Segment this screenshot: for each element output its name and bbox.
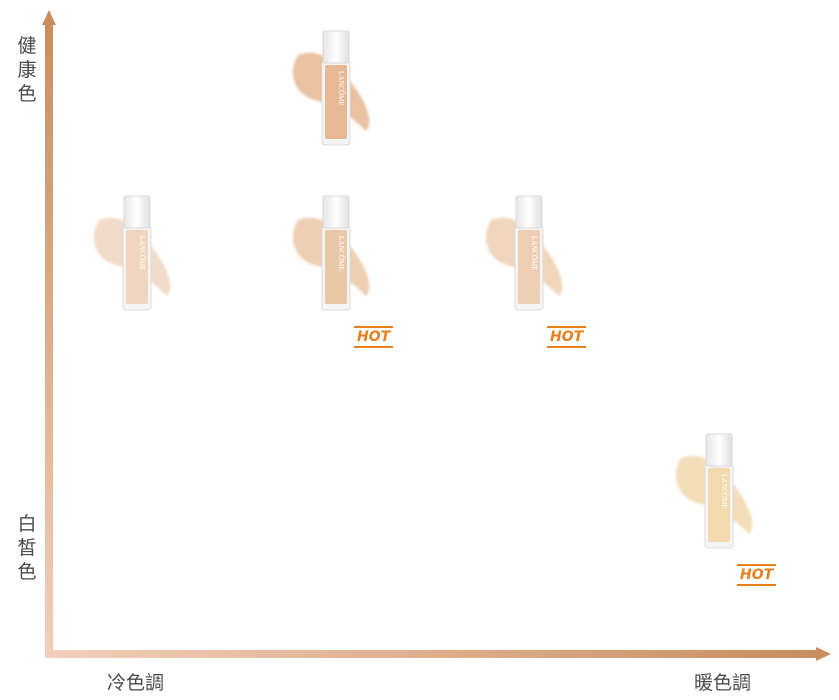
y-axis-bottom-label: 白 皙 色	[14, 512, 40, 584]
bottle-brand-text: LANCÔME	[530, 236, 538, 271]
product-point: LANCÔME	[485, 195, 563, 311]
y-bottom-char-2: 皙	[17, 537, 37, 559]
bottle-brand-text: LANCÔME	[720, 474, 728, 509]
bottle-liquid	[325, 230, 347, 304]
bottle-brand-text: LANCÔME	[138, 236, 146, 271]
bottle-liquid	[518, 230, 540, 304]
y-top-char-2: 康	[17, 59, 37, 81]
x-axis-arrow-icon	[816, 647, 831, 661]
points-layer: LANCÔMELANCÔMELANCÔMELANCÔMELANCÔMELANCÔ…	[93, 30, 753, 549]
y-top-char-3: 色	[17, 83, 37, 105]
bottle-liquid	[708, 468, 730, 542]
bottle-cap	[705, 433, 733, 467]
x-axis-right-label: 暖色調	[694, 672, 752, 694]
x-axis	[45, 647, 831, 661]
y-axis-top-label: 健 康 色	[14, 34, 40, 106]
bottle-brand-text: LANCÔME	[337, 71, 345, 106]
y-bottom-char-1: 白	[17, 513, 37, 535]
x-axis-left-label: 冷色調	[107, 672, 165, 694]
y-axis-arrow-icon	[42, 10, 56, 25]
bottle-cap	[322, 195, 350, 229]
bottle-brand-text: LANCÔME	[337, 236, 345, 271]
y-bottom-char-3: 色	[17, 561, 37, 583]
bottle-cap	[322, 30, 350, 64]
bottle-liquid	[126, 230, 148, 304]
hot-badge: HOT	[737, 564, 777, 586]
hot-badge: HOT	[354, 326, 394, 348]
bottle-cap	[515, 195, 543, 229]
bottle-liquid	[325, 65, 347, 139]
product-point: LANCÔME	[292, 195, 370, 311]
product-point: LANCÔME	[93, 195, 171, 311]
bottle-cap	[123, 195, 151, 229]
y-axis	[42, 10, 56, 658]
product-point: LANCÔME	[292, 30, 370, 146]
product-point: LANCÔME	[675, 433, 753, 549]
hot-badge: HOT	[547, 326, 587, 348]
y-top-char-1: 健	[17, 35, 37, 57]
